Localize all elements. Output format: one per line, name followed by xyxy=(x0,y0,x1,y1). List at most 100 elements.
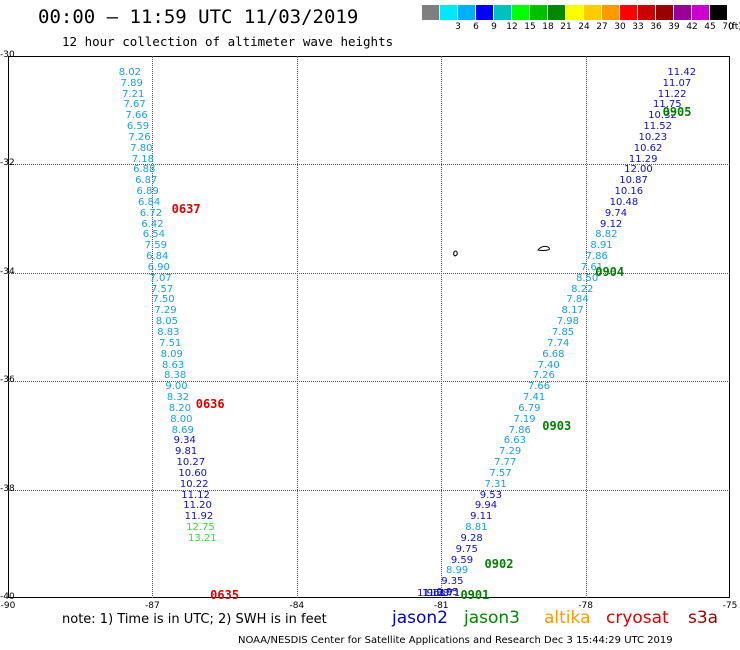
wave-height-value: 7.29 xyxy=(498,446,522,458)
legend-swatch xyxy=(602,5,620,20)
wave-height-value: 7.67 xyxy=(123,99,146,111)
wave-height-value: 9.74 xyxy=(604,207,628,219)
legend-label: 70 xyxy=(722,22,734,32)
legend-label: 42 xyxy=(686,22,698,32)
wave-height-value: 7.26 xyxy=(532,370,555,382)
legend-swatch xyxy=(584,5,602,20)
time-label: 0637 xyxy=(171,202,201,217)
legend-swatch xyxy=(440,5,458,20)
wave-height-value: 8.22 xyxy=(571,283,594,295)
wave-height-value: 9.53 xyxy=(479,489,502,501)
wave-height-value: 7.59 xyxy=(144,240,167,252)
legend-label: 30 xyxy=(614,22,626,32)
x-tick-label: -81 xyxy=(433,601,449,611)
wave-height-value: 11.12 xyxy=(181,489,210,501)
wave-height-value: 9.35 xyxy=(441,576,464,588)
wave-height-value: 9.95 xyxy=(436,587,459,599)
wave-height-value: 7.89 xyxy=(120,77,143,89)
satellite-altika: altika xyxy=(544,608,591,628)
wave-height-value: 11.42 xyxy=(667,66,697,78)
wave-height-value: 8.99 xyxy=(446,565,469,577)
legend-swatch xyxy=(476,5,494,20)
legend-swatch xyxy=(710,5,728,20)
wave-height-value: 10.23 xyxy=(638,131,668,143)
wave-height-value: 6.84 xyxy=(137,196,161,208)
wave-height-value: 7.57 xyxy=(150,283,174,295)
wave-height-value: 9.28 xyxy=(460,532,483,544)
legend-swatch xyxy=(620,5,638,20)
wave-height-value: 8.83 xyxy=(157,327,180,338)
wave-height-value: 8.05 xyxy=(155,316,179,328)
time-label: 0901 xyxy=(460,588,490,602)
satellite-jason2: jason2 xyxy=(392,608,448,628)
grid-line-vertical xyxy=(296,56,298,598)
legend-label: 6 xyxy=(473,22,479,32)
grid-line-horizontal xyxy=(8,381,730,383)
time-label: 0904 xyxy=(595,264,625,279)
x-tick-label: -90 xyxy=(0,601,16,611)
time-label: 0902 xyxy=(484,557,514,572)
wave-height-value: 11.27 xyxy=(421,588,451,599)
wave-height-value: 6.42 xyxy=(141,218,164,230)
y-tick-label: -32 xyxy=(0,158,15,169)
wave-height-value: 11.71 xyxy=(431,588,461,599)
wave-height-value: 9.34 xyxy=(173,435,196,447)
wave-height-value: 9.88 xyxy=(426,588,450,599)
wave-height-value: 7.40 xyxy=(537,359,560,371)
wave-height-value: 7.86 xyxy=(585,251,608,263)
legend-label: 12 xyxy=(506,22,518,32)
wave-height-value: 11.61 xyxy=(417,588,446,599)
wave-height-value: 11.92 xyxy=(184,511,214,523)
wave-height-value: 7.18 xyxy=(131,153,154,165)
x-tick-label: -87 xyxy=(145,601,160,611)
time-label: 0635 xyxy=(210,588,240,602)
legend-swatch xyxy=(548,5,566,20)
wave-height-value: 8.17 xyxy=(561,305,584,317)
wave-height-value: 11.52 xyxy=(643,121,672,133)
wave-height-value: 7.51 xyxy=(159,337,182,349)
wave-height-value: 6.59 xyxy=(126,121,150,133)
wave-height-value: 10.60 xyxy=(178,467,208,479)
wave-height-value: 8.91 xyxy=(590,240,613,252)
wave-height-value: 10.22 xyxy=(179,478,209,490)
wave-height-value: 8.82 xyxy=(595,229,618,241)
wave-height-value: 7.85 xyxy=(551,327,575,338)
legend-swatch xyxy=(530,5,548,20)
wave-height-value: 8.69 xyxy=(171,424,194,436)
wave-height-value: 7.74 xyxy=(547,337,570,349)
y-tick-label: -38 xyxy=(0,483,15,494)
wave-height-value: 8.63 xyxy=(162,359,185,371)
wave-height-value: 7.21 xyxy=(122,88,145,100)
wave-height-value: 7.31 xyxy=(484,478,507,490)
wave-height-value: 6.87 xyxy=(135,175,158,187)
wave-height-value: 7.19 xyxy=(513,413,536,425)
wave-height-value: 9.12 xyxy=(600,218,623,230)
satellite-jason3: jason3 xyxy=(464,608,520,628)
grid-line-horizontal xyxy=(8,489,730,491)
wave-height-value: 12.00 xyxy=(624,164,653,176)
legend-swatch xyxy=(674,5,692,20)
grid-line-vertical xyxy=(152,56,154,598)
satellite-s3a: s3a xyxy=(688,608,719,628)
footer-note: note: 1) Time is in UTC; 2) SWH is in fe… xyxy=(62,612,327,627)
legend-label: 36 xyxy=(650,22,662,32)
wave-height-value: 6.88 xyxy=(133,164,156,176)
wave-height-value: 7.57 xyxy=(489,467,512,479)
wave-height-value: 10.87 xyxy=(619,175,648,187)
wave-height-value: 7.26 xyxy=(128,131,151,143)
legend-swatch xyxy=(566,5,584,20)
legend-label: 39 xyxy=(668,22,680,32)
wave-height-value: 8.02 xyxy=(118,66,141,78)
map-plot-area xyxy=(8,56,730,598)
wave-height-value: 11.75 xyxy=(652,99,682,111)
wave-height-value: 10.32 xyxy=(648,110,677,122)
legend-swatch xyxy=(638,5,656,20)
legend-swatch xyxy=(494,5,512,20)
wave-height-value: 8.09 xyxy=(160,348,183,360)
satellite-cryosat: cryosat xyxy=(606,608,669,628)
y-tick-label: -30 xyxy=(0,50,15,60)
y-tick-label: -36 xyxy=(0,375,15,386)
grid-line-vertical xyxy=(585,56,587,598)
wave-height-value: 9.75 xyxy=(455,543,478,555)
wave-height-value: 6.79 xyxy=(518,402,541,414)
